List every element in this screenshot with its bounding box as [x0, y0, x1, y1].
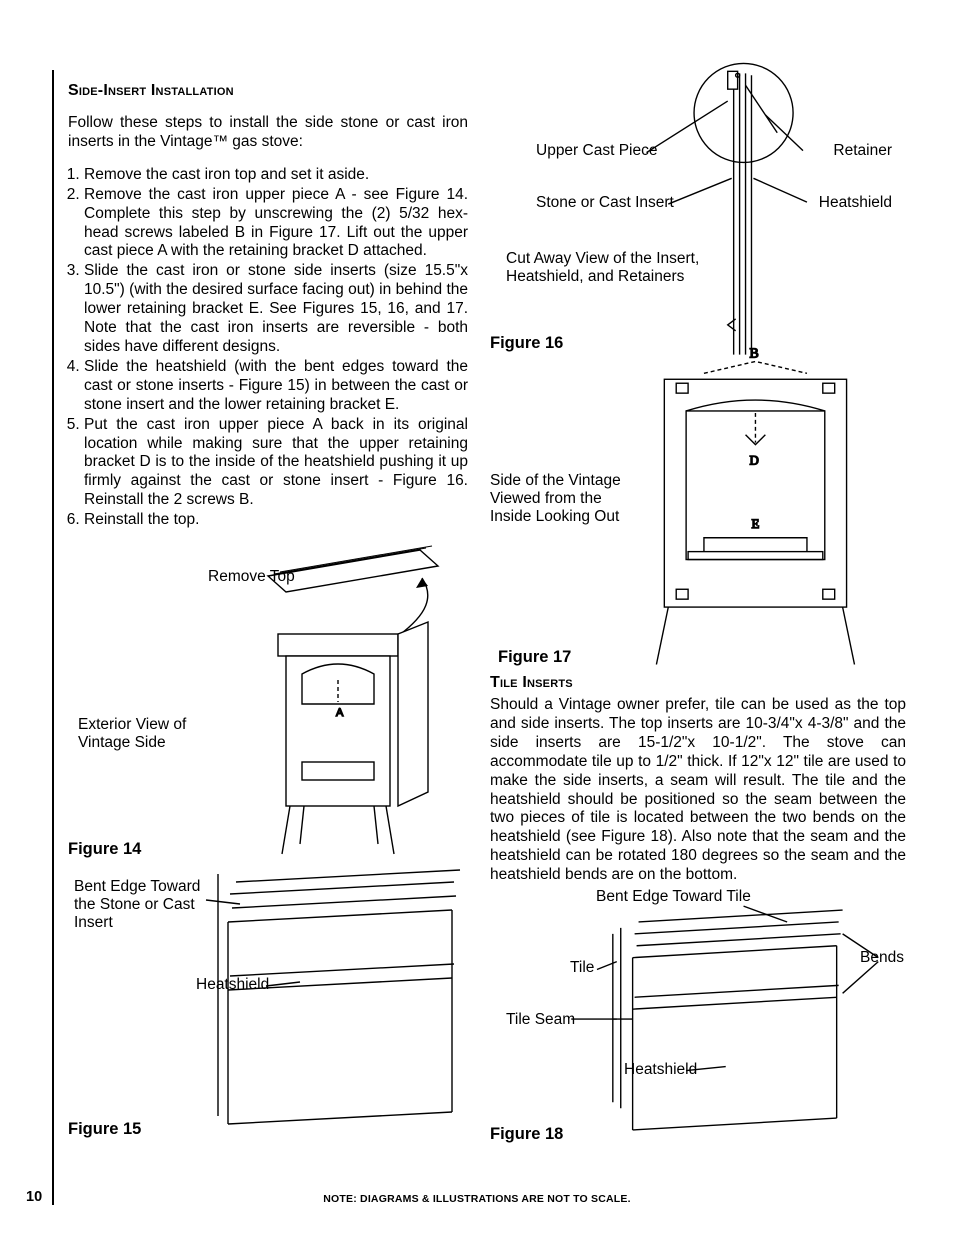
fig16-heatshield: Heatshield — [819, 194, 892, 212]
figure-15-group: Bent Edge Toward the Stone or Cast Inser… — [68, 864, 468, 1144]
fig15-bent2: the Stone or Cast — [74, 896, 195, 914]
page: Side-Insert Installation Follow these st… — [0, 0, 954, 1235]
section-title-side-insert: Side-Insert Installation — [68, 82, 468, 100]
svg-text:D: D — [750, 453, 759, 467]
figure-17-group: B — [490, 342, 906, 682]
fig17-label: Figure 17 — [498, 648, 571, 667]
vertical-margin-rule — [52, 70, 54, 1205]
fig15-bent1: Bent Edge Toward — [74, 878, 200, 896]
fig14-label: Figure 14 — [68, 840, 141, 859]
step-5: Put the cast iron upper piece A back in … — [84, 416, 468, 511]
fig18-label: Figure 18 — [490, 1125, 563, 1144]
fig16-upper-cast: Upper Cast Piece — [536, 142, 657, 160]
column-right: Upper Cast Piece Retainer Stone or Cast … — [490, 60, 906, 1195]
fig15-label: Figure 15 — [68, 1120, 141, 1139]
figure-14-group: A Remove Top Exterior View of Vintage S — [68, 544, 468, 864]
step-6: Reinstall the top. — [84, 511, 468, 530]
fig17-view1: Side of the Vintage — [490, 472, 621, 490]
fig18-heatshield: Heatshield — [624, 1061, 697, 1079]
svg-text:E: E — [751, 517, 759, 531]
page-footnote: NOTE: DIAGRAMS & ILLUSTRATIONS ARE NOT T… — [0, 1193, 954, 1205]
fig17-view2: Viewed from the — [490, 490, 602, 508]
fig18-bends: Bends — [860, 949, 904, 967]
figure-18-group: Bent Edge Toward Tile Bends Tile Tile Se… — [490, 899, 906, 1149]
fig18-tile-seam: Tile Seam — [506, 1011, 575, 1029]
svg-text:B: B — [750, 345, 759, 360]
step-4: Slide the heatshield (with the bent edge… — [84, 358, 468, 415]
fig16-retainer: Retainer — [833, 142, 892, 160]
column-left: Side-Insert Installation Follow these st… — [68, 60, 468, 1195]
fig15-heatshield: Heatshield — [196, 976, 269, 994]
figure-14-svg: A — [68, 544, 468, 864]
fig14-remove-top: Remove Top — [208, 568, 295, 586]
fig14-exterior-2: Vintage Side — [78, 734, 166, 752]
two-column-layout: Side-Insert Installation Follow these st… — [68, 60, 906, 1195]
fig14-exterior-1: Exterior View of — [78, 716, 186, 734]
intro-paragraph: Follow these steps to install the side s… — [68, 114, 468, 152]
step-3: Slide the cast iron or stone side insert… — [84, 262, 468, 357]
fig18-tile: Tile — [570, 959, 594, 977]
fig16-cut2: Heatshield, and Retainers — [506, 268, 684, 286]
fig15-bent3: Insert — [74, 914, 113, 932]
fig17-view3: Inside Looking Out — [490, 508, 619, 526]
svg-text:A: A — [336, 707, 344, 719]
install-steps-list: Remove the cast iron top and set it asid… — [68, 166, 468, 530]
fig16-stone: Stone or Cast Insert — [536, 194, 674, 212]
fig18-bent: Bent Edge Toward Tile — [596, 888, 751, 906]
fig16-cut1: Cut Away View of the Insert, — [506, 250, 699, 268]
figure-16-group: Upper Cast Piece Retainer Stone or Cast … — [490, 60, 906, 360]
tile-paragraph: Should a Vintage owner prefer, tile can … — [490, 696, 906, 885]
step-1: Remove the cast iron top and set it asid… — [84, 166, 468, 185]
step-2: Remove the cast iron upper piece A - see… — [84, 186, 468, 262]
